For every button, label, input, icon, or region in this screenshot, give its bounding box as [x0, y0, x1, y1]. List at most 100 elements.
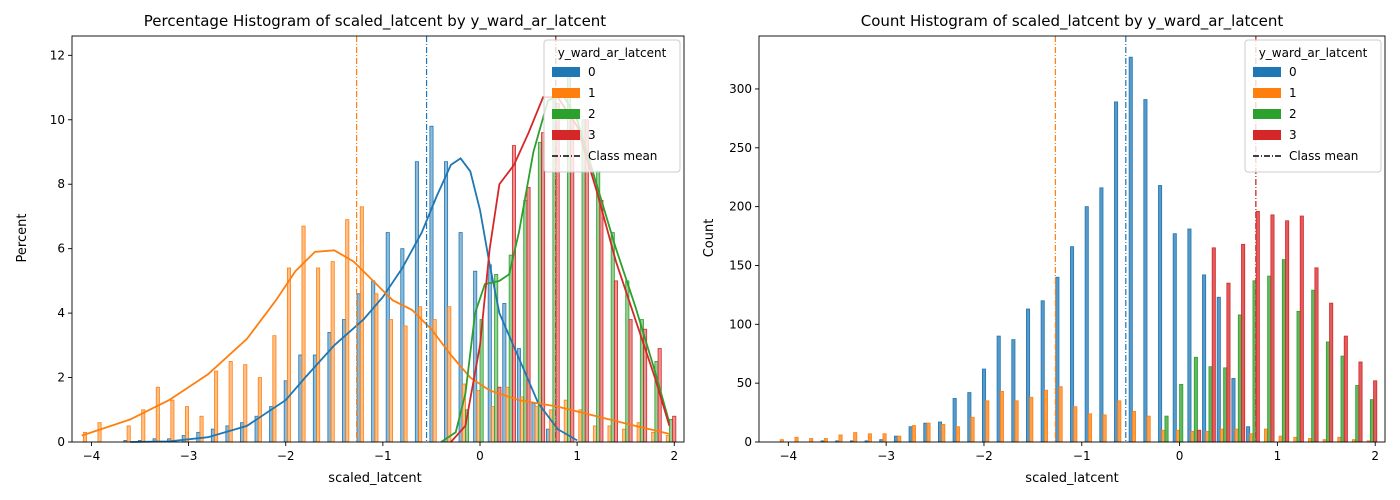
bar: [578, 409, 583, 443]
bar: [1146, 415, 1151, 443]
bar: [400, 248, 405, 443]
bar: [1190, 431, 1195, 443]
bar: [1208, 366, 1213, 443]
bar: [537, 141, 542, 443]
bar: [893, 435, 898, 443]
bar: [563, 399, 568, 443]
axes-frame: [71, 35, 685, 443]
x-tick-label: −2: [277, 449, 295, 463]
bar: [374, 293, 379, 443]
bar: [1340, 355, 1345, 443]
bar: [473, 270, 478, 443]
legend-label: 0: [588, 65, 596, 79]
bar: [853, 432, 858, 443]
bar: [316, 267, 321, 443]
bar: [838, 434, 843, 443]
bar: [1234, 428, 1239, 443]
y-tick-label: 50: [737, 376, 752, 390]
bar: [941, 423, 946, 443]
bar: [418, 306, 423, 443]
bar: [599, 199, 604, 443]
y-tick-label: 100: [729, 317, 752, 331]
x-tick-label: −4: [83, 449, 101, 463]
plot-area: −4 −3 −2 −1 0 1 2 0 50 100 150 200 250 300 y_ward_ar_l…: [729, 35, 1386, 463]
bar: [330, 261, 335, 443]
bar: [214, 370, 219, 443]
bar: [1043, 389, 1048, 443]
bar: [867, 433, 872, 443]
x-tick-label: −3: [180, 449, 198, 463]
bar: [170, 399, 175, 443]
bar: [497, 386, 502, 443]
bar: [1343, 335, 1348, 443]
y-tick-label: 2: [57, 371, 65, 385]
x-tick-label: 2: [670, 449, 678, 463]
bar: [1029, 396, 1034, 443]
x-axis-label: scaled_latcent: [1025, 471, 1118, 486]
bar: [1329, 302, 1334, 443]
bar: [596, 170, 601, 443]
bar: [345, 219, 350, 443]
legend-label: 0: [1289, 65, 1297, 79]
legend-swatch: [552, 67, 580, 77]
bar: [1281, 259, 1286, 443]
bar: [126, 425, 131, 443]
bar: [1070, 246, 1075, 443]
y-tick-label: 8: [57, 177, 65, 191]
x-tick-label: −4: [779, 449, 797, 463]
x-tick-label: −1: [374, 449, 392, 463]
bar: [1219, 428, 1225, 443]
bar: [490, 406, 495, 443]
bar: [1058, 386, 1063, 443]
bar: [1073, 406, 1078, 443]
bar: [923, 422, 928, 443]
bar: [1264, 428, 1269, 443]
y-tick-label: 200: [729, 200, 752, 214]
bar: [1102, 414, 1107, 443]
bar: [610, 232, 615, 443]
y-axis-label: Count: [702, 219, 717, 258]
bar: [809, 438, 814, 443]
x-tick-label: 1: [573, 449, 581, 463]
bar: [1358, 361, 1363, 443]
legend: y_ward_ar_latcent 0 1 2 3 Class mean: [1244, 39, 1382, 173]
legend-label: Class mean: [1289, 149, 1358, 163]
bar: [1249, 433, 1254, 443]
y-tick-label: 250: [729, 141, 752, 155]
bar: [1128, 56, 1133, 443]
bar: [607, 425, 612, 443]
bar: [952, 398, 957, 443]
legend-label: 2: [588, 107, 596, 121]
bar: [908, 426, 913, 443]
y-tick-label: 300: [729, 82, 752, 96]
x-tick-label: 2: [1371, 449, 1379, 463]
bar: [225, 425, 230, 443]
bar: [1117, 400, 1122, 443]
x-tick-label: −3: [877, 449, 895, 463]
y-tick-label: 12: [50, 48, 65, 62]
bar: [1114, 101, 1119, 443]
bar: [999, 390, 1004, 443]
bar: [1267, 275, 1272, 443]
bar: [184, 406, 189, 443]
bar: [388, 319, 393, 443]
kde-line: [81, 249, 670, 437]
bar: [1223, 367, 1228, 443]
bar: [403, 325, 408, 443]
bar: [1355, 385, 1360, 443]
bar: [1202, 274, 1207, 443]
bar: [1084, 206, 1089, 443]
bar: [625, 280, 630, 443]
bar: [301, 225, 306, 443]
bar: [272, 335, 277, 443]
bar: [269, 406, 274, 443]
bar: [1293, 436, 1298, 443]
bar: [982, 368, 987, 443]
bar: [1231, 378, 1236, 443]
legend-swatch: [1253, 130, 1281, 140]
bar: [1087, 413, 1092, 443]
bar: [1299, 215, 1304, 443]
bar: [240, 422, 245, 443]
